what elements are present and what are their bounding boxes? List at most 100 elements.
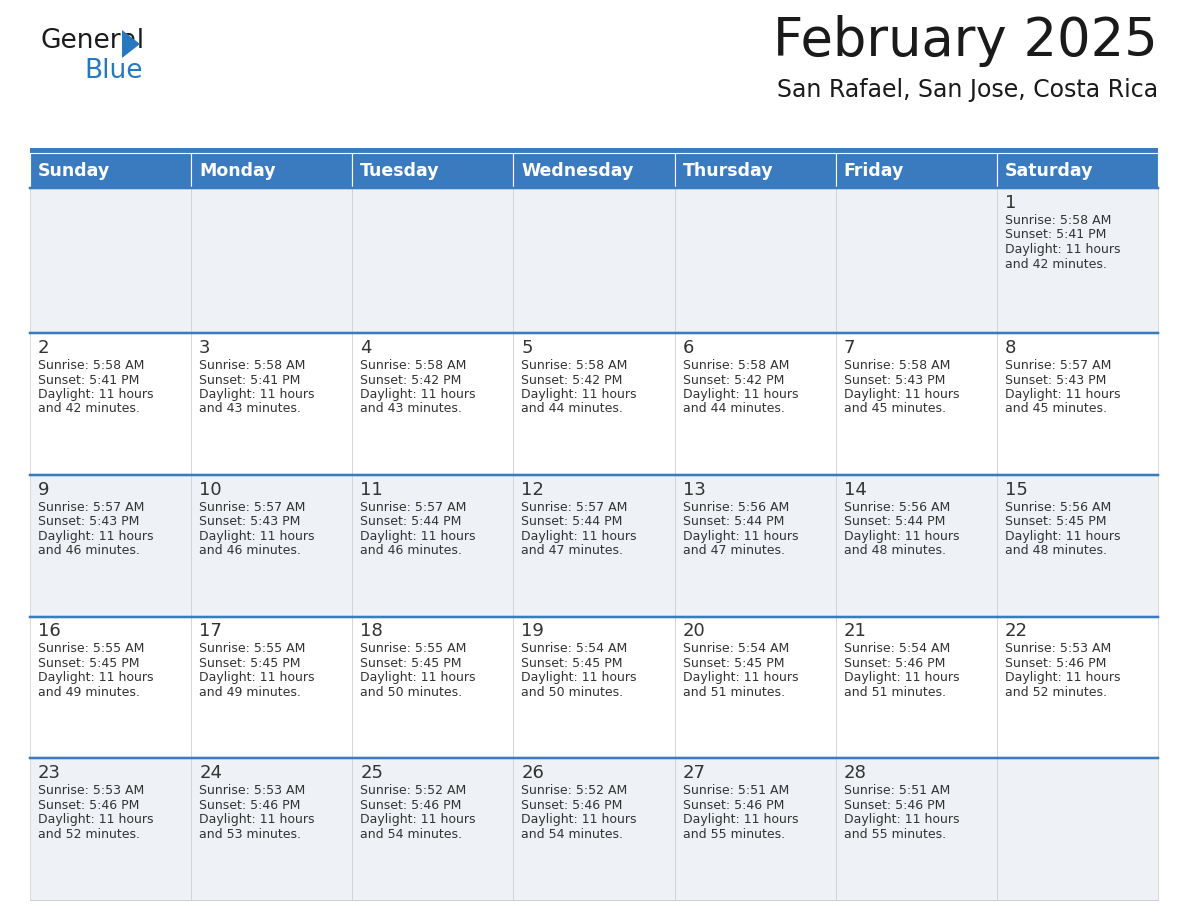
Bar [675, 758, 835, 900]
Text: Sunset: 5:45 PM: Sunset: 5:45 PM [683, 657, 784, 670]
Text: Sunset: 5:41 PM: Sunset: 5:41 PM [1005, 229, 1106, 241]
Text: and 48 minutes.: and 48 minutes. [1005, 544, 1107, 557]
Text: Friday: Friday [843, 162, 904, 180]
Bar [675, 475, 835, 617]
Text: Sunrise: 5:53 AM: Sunrise: 5:53 AM [200, 784, 305, 797]
Text: 8: 8 [1005, 339, 1016, 357]
Text: Sunrise: 5:58 AM: Sunrise: 5:58 AM [360, 359, 467, 372]
Bar [835, 475, 997, 617]
Text: Sunrise: 5:55 AM: Sunrise: 5:55 AM [38, 643, 145, 655]
Text: Sunset: 5:41 PM: Sunset: 5:41 PM [200, 374, 301, 386]
Text: and 43 minutes.: and 43 minutes. [200, 402, 301, 416]
Bar [835, 617, 997, 758]
Text: Wednesday: Wednesday [522, 162, 634, 180]
Text: Blue: Blue [84, 58, 143, 84]
Text: and 45 minutes.: and 45 minutes. [843, 402, 946, 416]
Bar [675, 153, 835, 188]
Text: February 2025: February 2025 [773, 15, 1158, 67]
Text: Daylight: 11 hours: Daylight: 11 hours [200, 671, 315, 685]
Text: Sunrise: 5:54 AM: Sunrise: 5:54 AM [683, 643, 789, 655]
Text: 20: 20 [683, 622, 706, 641]
Text: Sunrise: 5:56 AM: Sunrise: 5:56 AM [683, 500, 789, 514]
Text: Sunrise: 5:57 AM: Sunrise: 5:57 AM [522, 500, 627, 514]
Bar [353, 153, 513, 188]
Text: and 49 minutes.: and 49 minutes. [200, 686, 301, 699]
Text: 19: 19 [522, 622, 544, 641]
Text: Daylight: 11 hours: Daylight: 11 hours [843, 388, 959, 401]
Text: Sunset: 5:44 PM: Sunset: 5:44 PM [360, 515, 462, 528]
Text: Sunrise: 5:58 AM: Sunrise: 5:58 AM [200, 359, 305, 372]
Text: Sunrise: 5:58 AM: Sunrise: 5:58 AM [683, 359, 789, 372]
Text: and 48 minutes.: and 48 minutes. [843, 544, 946, 557]
Text: 21: 21 [843, 622, 866, 641]
Text: Sunrise: 5:58 AM: Sunrise: 5:58 AM [1005, 214, 1111, 227]
Bar [513, 617, 675, 758]
Text: Sunset: 5:42 PM: Sunset: 5:42 PM [360, 374, 462, 386]
Bar [835, 333, 997, 475]
Bar [353, 333, 513, 475]
Bar [513, 475, 675, 617]
Text: Daylight: 11 hours: Daylight: 11 hours [360, 813, 475, 826]
Text: Sunrise: 5:54 AM: Sunrise: 5:54 AM [522, 643, 627, 655]
Text: 12: 12 [522, 481, 544, 498]
Bar [835, 758, 997, 900]
Text: and 51 minutes.: and 51 minutes. [843, 686, 946, 699]
Text: and 47 minutes.: and 47 minutes. [683, 544, 784, 557]
Bar [997, 188, 1158, 333]
Bar [30, 758, 191, 900]
Text: Daylight: 11 hours: Daylight: 11 hours [360, 530, 475, 543]
Text: 13: 13 [683, 481, 706, 498]
Text: and 43 minutes.: and 43 minutes. [360, 402, 462, 416]
Text: 5: 5 [522, 339, 533, 357]
Bar [191, 475, 353, 617]
Text: Daylight: 11 hours: Daylight: 11 hours [200, 530, 315, 543]
Bar [353, 758, 513, 900]
Text: 24: 24 [200, 765, 222, 782]
Text: Daylight: 11 hours: Daylight: 11 hours [683, 530, 798, 543]
Bar [191, 617, 353, 758]
Text: Daylight: 11 hours: Daylight: 11 hours [683, 388, 798, 401]
Bar [997, 153, 1158, 188]
Text: Sunrise: 5:52 AM: Sunrise: 5:52 AM [360, 784, 467, 797]
Bar [30, 148, 1158, 153]
Bar [30, 153, 191, 188]
Text: 9: 9 [38, 481, 50, 498]
Text: Daylight: 11 hours: Daylight: 11 hours [522, 813, 637, 826]
Text: 28: 28 [843, 765, 866, 782]
Text: Sunset: 5:43 PM: Sunset: 5:43 PM [200, 515, 301, 528]
Text: Daylight: 11 hours: Daylight: 11 hours [38, 671, 153, 685]
Text: Sunset: 5:45 PM: Sunset: 5:45 PM [1005, 515, 1106, 528]
Bar [353, 617, 513, 758]
Text: 6: 6 [683, 339, 694, 357]
Text: 11: 11 [360, 481, 383, 498]
Text: and 55 minutes.: and 55 minutes. [843, 828, 946, 841]
Bar [997, 617, 1158, 758]
Text: Daylight: 11 hours: Daylight: 11 hours [843, 671, 959, 685]
Text: and 50 minutes.: and 50 minutes. [522, 686, 624, 699]
Text: and 55 minutes.: and 55 minutes. [683, 828, 785, 841]
Text: Tuesday: Tuesday [360, 162, 440, 180]
Text: Daylight: 11 hours: Daylight: 11 hours [1005, 388, 1120, 401]
Text: Sunset: 5:46 PM: Sunset: 5:46 PM [38, 799, 139, 812]
Text: General: General [40, 28, 144, 54]
Text: Daylight: 11 hours: Daylight: 11 hours [522, 388, 637, 401]
Text: Sunset: 5:43 PM: Sunset: 5:43 PM [1005, 374, 1106, 386]
Text: Sunrise: 5:53 AM: Sunrise: 5:53 AM [1005, 643, 1111, 655]
Bar [513, 758, 675, 900]
Bar [353, 188, 513, 333]
Text: Daylight: 11 hours: Daylight: 11 hours [38, 813, 153, 826]
Text: Sunset: 5:45 PM: Sunset: 5:45 PM [360, 657, 462, 670]
Text: Thursday: Thursday [683, 162, 773, 180]
Text: Sunset: 5:46 PM: Sunset: 5:46 PM [200, 799, 301, 812]
Bar [835, 153, 997, 188]
Bar [675, 617, 835, 758]
Text: and 49 minutes.: and 49 minutes. [38, 686, 140, 699]
Text: Sunset: 5:46 PM: Sunset: 5:46 PM [522, 799, 623, 812]
Text: 23: 23 [38, 765, 61, 782]
Bar [513, 188, 675, 333]
Text: Sunrise: 5:56 AM: Sunrise: 5:56 AM [1005, 500, 1111, 514]
Text: Sunset: 5:45 PM: Sunset: 5:45 PM [522, 657, 623, 670]
Text: Daylight: 11 hours: Daylight: 11 hours [200, 813, 315, 826]
Text: Sunrise: 5:55 AM: Sunrise: 5:55 AM [200, 643, 305, 655]
Text: Sunrise: 5:53 AM: Sunrise: 5:53 AM [38, 784, 144, 797]
